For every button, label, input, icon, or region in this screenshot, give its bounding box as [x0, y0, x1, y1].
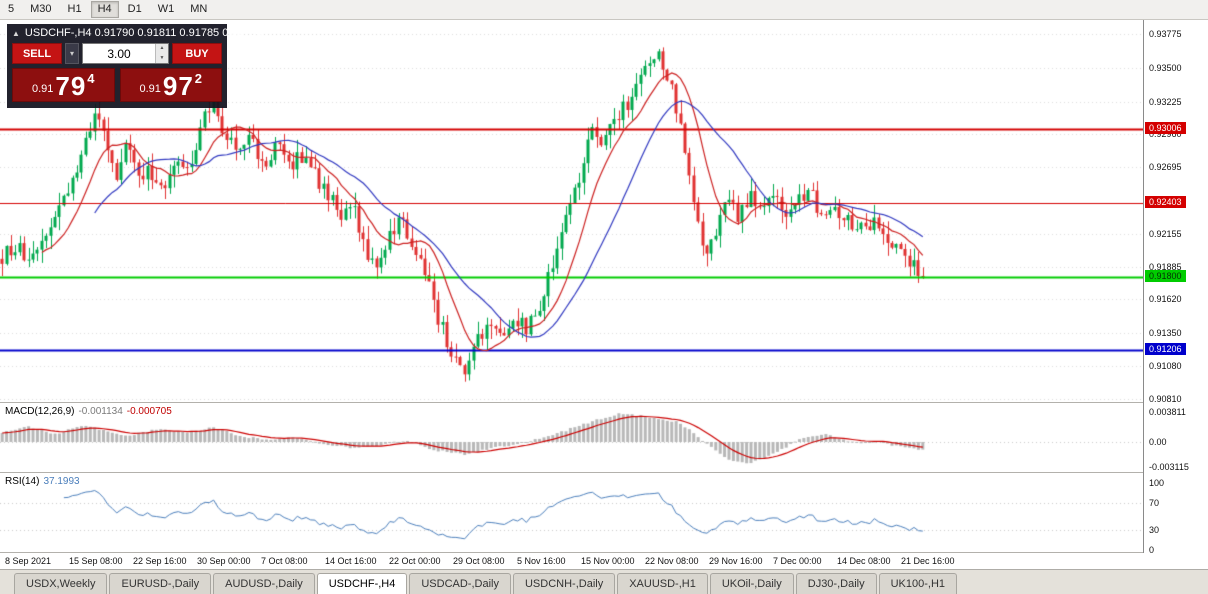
bid-big-digits: 79 [55, 71, 87, 101]
rsi-tick-label: 100 [1149, 478, 1165, 488]
panel-splitter-bottom[interactable] [0, 552, 1143, 553]
bid-ask-row: 0.91 79 4 0.91 97 2 [12, 68, 222, 102]
timeframe-button-w1[interactable]: W1 [151, 1, 182, 18]
rsi-name: RSI(14) [5, 476, 40, 487]
timeframe-button-h4[interactable]: H4 [90, 1, 119, 18]
chart-tab-usdcad-daily[interactable]: USDCAD-,Daily [409, 573, 511, 594]
price-tick-label: 0.93225 [1149, 96, 1182, 107]
volume-spinner: ▲ ▼ [155, 44, 168, 63]
time-axis[interactable]: 8 Sep 2021 15 Sep 08:00 22 Sep 16:00 30 Sep… [0, 553, 1208, 569]
time-label: 21 Dec 16:00 [901, 556, 955, 566]
volume-input[interactable] [83, 44, 155, 63]
price-level-badge: 0.91206 [1145, 343, 1186, 356]
price-level-badge: 0.92403 [1145, 196, 1186, 209]
chart-tab-audusd-daily[interactable]: AUDUSD-,Daily [213, 573, 315, 594]
macd-signal-value: -0.000705 [126, 406, 172, 417]
time-label: 14 Dec 08:00 [837, 556, 891, 566]
bid-pipette-digit: 4 [87, 71, 95, 86]
one-click-trading-panel: ▲ USDCHF-,H4 0.91790 0.91811 0.91785 0.9… [7, 24, 262, 108]
buy-price-display[interactable]: 0.91 97 2 [119, 68, 222, 102]
price-tick-label: 0.91620 [1149, 294, 1182, 305]
chart-tab-dj30-daily[interactable]: DJ30-,Daily [795, 573, 877, 594]
time-label: 29 Oct 08:00 [453, 556, 505, 566]
chart-tabs-bar: USDX,Weekly EURUSD-,Daily AUDUSD-,Daily USD… [0, 569, 1208, 594]
macd-tick-label: 0.00 [1149, 436, 1167, 447]
timeframe-button-d1[interactable]: D1 [121, 1, 149, 18]
volume-field: ▲ ▼ [82, 43, 169, 64]
volume-decrease-button[interactable]: ▼ [156, 53, 168, 63]
timeframe-toolbar: 5 M30 H1 H4 D1 W1 MN [0, 0, 1208, 20]
chart-title-row: ▲ USDCHF-,H4 0.91790 0.91811 0.91785 0.9… [12, 27, 262, 39]
ask-big-digits: 97 [162, 71, 194, 101]
chart-tab-xauusd-h1[interactable]: XAUUSD-,H1 [617, 573, 708, 594]
timeframe-button-5[interactable]: 5 [1, 1, 21, 18]
time-label: 22 Sep 16:00 [133, 556, 187, 566]
chart-ohlc-title: USDCHF-,H4 0.91790 0.91811 0.91785 0.917… [24, 27, 262, 39]
macd-main-value: -0.001134 [78, 406, 123, 417]
time-label: 7 Oct 08:00 [261, 556, 308, 566]
rsi-indicator-canvas[interactable] [0, 474, 1143, 552]
rsi-tick-label: 70 [1149, 498, 1160, 509]
bid-prefix: 0.91 [31, 83, 54, 95]
sell-price-display[interactable]: 0.91 79 4 [12, 68, 115, 102]
time-label: 14 Oct 16:00 [325, 556, 377, 566]
macd-indicator-label: MACD(12,26,9) -0.001134 -0.000705 [5, 406, 172, 417]
chart-tab-uk100-h1[interactable]: UK100-,H1 [878, 573, 958, 594]
volume-increase-button[interactable]: ▲ [156, 44, 168, 54]
price-tick-label: 0.91885 [1149, 261, 1182, 272]
chart-tab-eurusd-daily[interactable]: EURUSD-,Daily [109, 573, 212, 594]
timeframe-button-m30[interactable]: M30 [23, 1, 58, 18]
time-label: 29 Nov 16:00 [709, 556, 763, 566]
timeframe-button-mn[interactable]: MN [183, 1, 214, 18]
volume-dropdown-button[interactable]: ▾ [65, 43, 79, 64]
rsi-tick-label: 0 [1149, 545, 1155, 555]
time-label: 22 Oct 00:00 [389, 556, 441, 566]
macd-name: MACD(12,26,9) [5, 406, 75, 417]
macd-tick-label: -0.003115 [1149, 461, 1189, 472]
collapse-panel-icon[interactable]: ▲ [12, 28, 20, 38]
chart-tab-usdx-weekly[interactable]: USDX,Weekly [14, 573, 108, 594]
ask-prefix: 0.91 [139, 83, 161, 95]
time-label: 15 Nov 00:00 [581, 556, 635, 566]
rsi-tick-label: 30 [1149, 524, 1160, 535]
price-tick-label: 0.93775 [1149, 29, 1182, 40]
price-tick-label: 0.92695 [1149, 162, 1182, 173]
buy-button[interactable]: BUY [172, 43, 222, 64]
price-axis[interactable]: 0.93775 0.93500 0.93225 0.92960 0.92695 0.921… [1143, 20, 1208, 555]
price-tick-label: 0.92960 [1149, 129, 1182, 140]
panel-splitter-rsi[interactable] [0, 472, 1143, 473]
price-level-badge: 0.93006 [1145, 121, 1186, 134]
chart-window: 0.93775 0.93500 0.93225 0.92960 0.92695 0.921… [0, 20, 1208, 555]
price-tick-label: 0.91350 [1149, 327, 1182, 338]
chart-tab-usdchf-h4[interactable]: USDCHF-,H4 [316, 573, 408, 594]
panel-splitter-macd[interactable] [0, 402, 1143, 403]
price-tick-label: 0.91080 [1149, 360, 1182, 371]
price-tick-label: 0.90810 [1149, 394, 1182, 405]
macd-tick-label: 0.003811 [1149, 406, 1186, 417]
time-label: 8 Sep 2021 [5, 556, 52, 566]
time-label: 5 Nov 16:00 [517, 556, 566, 566]
time-label: 22 Nov 08:00 [645, 556, 699, 566]
chart-tab-usdcnh-daily[interactable]: USDCNH-,Daily [512, 573, 616, 594]
rsi-value: 37.1993 [43, 476, 80, 487]
price-tick-label: 0.92155 [1149, 228, 1182, 239]
ask-pipette-digit: 2 [194, 71, 203, 86]
chart-tab-ukoil-daily[interactable]: UKOil-,Daily [709, 573, 794, 594]
order-controls-row: SELL ▾ ▲ ▼ BUY [12, 43, 222, 64]
timeframe-button-h1[interactable]: H1 [61, 1, 89, 18]
macd-indicator-canvas[interactable] [0, 404, 1143, 472]
price-level-badge: 0.91800 [1145, 270, 1186, 283]
sell-button[interactable]: SELL [12, 43, 62, 64]
price-tick-label: 0.93500 [1149, 63, 1182, 73]
time-label: 7 Dec 00:00 [773, 556, 822, 566]
rsi-indicator-label: RSI(14) 37.1993 [5, 476, 80, 487]
time-label: 15 Sep 08:00 [69, 556, 123, 566]
time-label: 30 Sep 00:00 [197, 556, 251, 566]
